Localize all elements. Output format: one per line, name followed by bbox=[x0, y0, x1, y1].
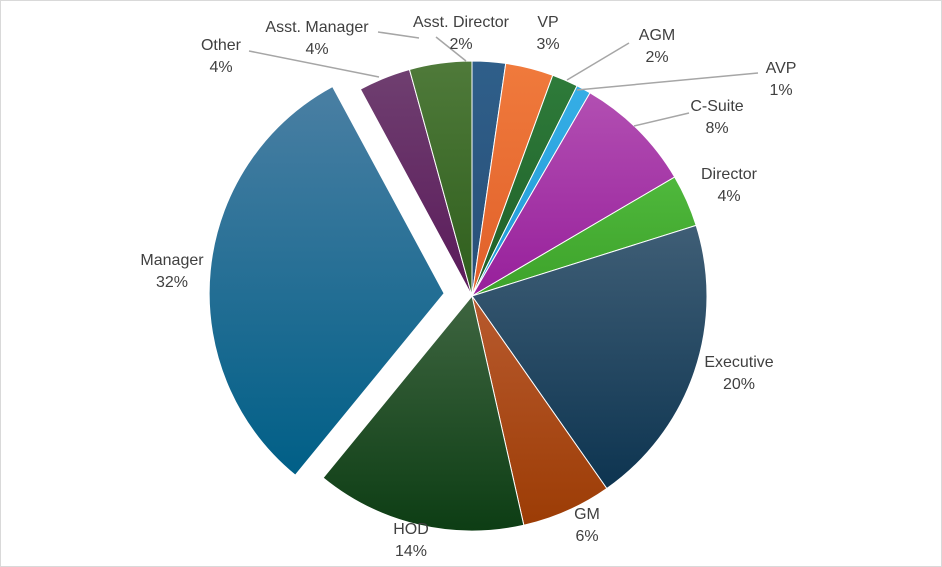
label-pct-hod: 14% bbox=[395, 543, 427, 560]
pie-slices bbox=[208, 60, 708, 532]
slice-executive[interactable] bbox=[471, 224, 708, 490]
label-name-hod: HOD bbox=[393, 521, 429, 538]
slice-manager[interactable] bbox=[208, 85, 445, 476]
label-name-asst-director: Asst. Director bbox=[413, 14, 510, 31]
leader-lines bbox=[248, 31, 759, 127]
label-pct-manager: 32% bbox=[156, 274, 188, 291]
label-pct-agm: 2% bbox=[645, 49, 668, 66]
label-name-gm: GM bbox=[574, 506, 600, 523]
label-name-director: Director bbox=[701, 166, 758, 183]
label-pct-c-suite: 8% bbox=[705, 120, 728, 137]
data-labels: Asst. Director 2% VP 3% AGM 2% AVP 1% C-Suite 8% D… bbox=[140, 14, 796, 560]
label-pct-asst-director: 2% bbox=[449, 36, 472, 53]
label-pct-vp: 3% bbox=[536, 36, 559, 53]
label-name-c-suite: C-Suite bbox=[690, 98, 743, 115]
label-pct-executive: 20% bbox=[723, 376, 755, 393]
label-name-vp: VP bbox=[537, 14, 558, 31]
label-pct-director: 4% bbox=[717, 188, 740, 205]
slice-asst-manager[interactable] bbox=[408, 60, 473, 297]
leader-line-other bbox=[248, 50, 380, 78]
label-name-asst-manager: Asst. Manager bbox=[265, 19, 369, 36]
slice-c-suite[interactable] bbox=[470, 92, 676, 298]
label-pct-asst-manager: 4% bbox=[305, 41, 328, 58]
leader-line-asst-director bbox=[435, 36, 467, 62]
label-name-other: Other bbox=[201, 37, 242, 54]
label-name-avp: AVP bbox=[766, 60, 797, 77]
leader-line-avp bbox=[576, 72, 759, 91]
leader-line-agm bbox=[566, 42, 630, 81]
label-name-manager: Manager bbox=[140, 252, 204, 269]
leader-line-asst-manager bbox=[377, 31, 420, 39]
label-name-executive: Executive bbox=[704, 354, 773, 371]
label-pct-other: 4% bbox=[209, 59, 232, 76]
label-pct-avp: 1% bbox=[769, 82, 792, 99]
slice-hod[interactable] bbox=[322, 294, 525, 532]
label-name-agm: AGM bbox=[639, 27, 675, 44]
label-pct-gm: 6% bbox=[575, 528, 598, 545]
leader-line-c-suite bbox=[633, 112, 690, 127]
